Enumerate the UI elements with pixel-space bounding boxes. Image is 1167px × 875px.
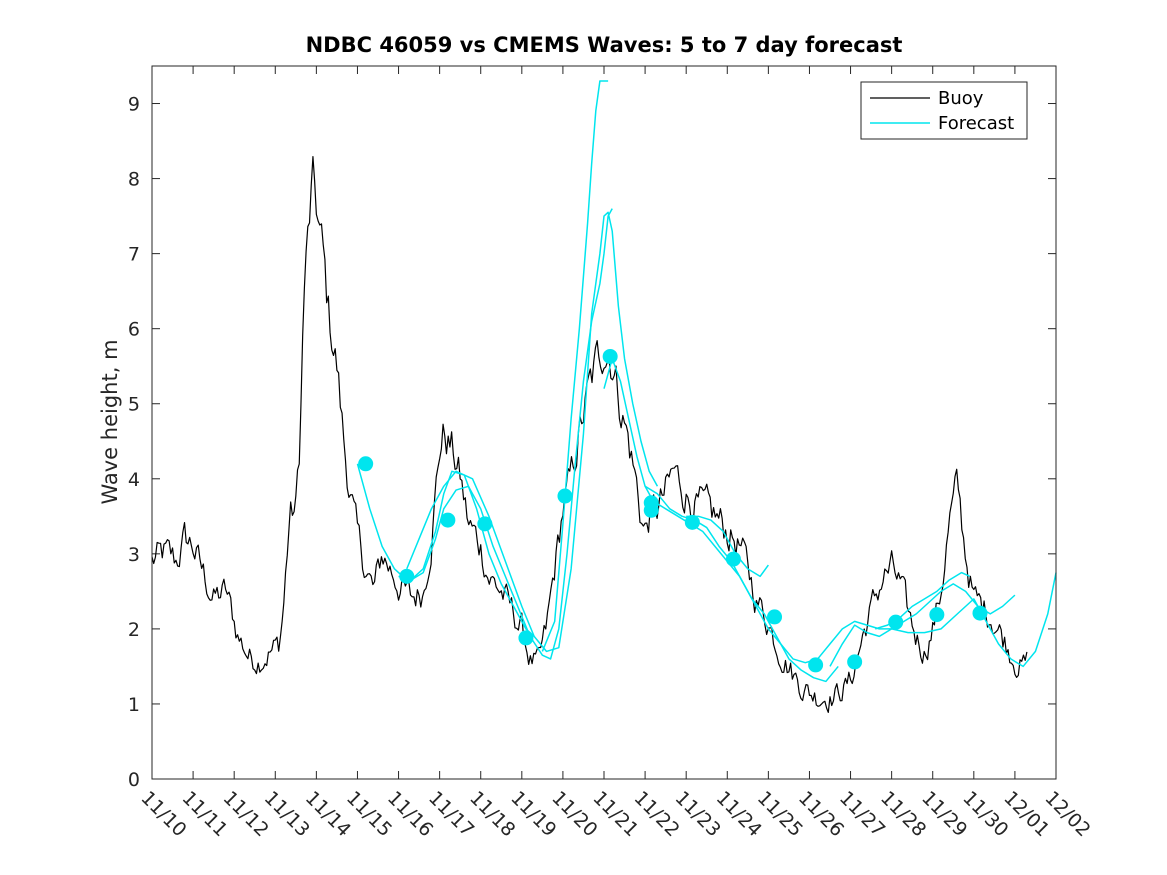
forecast-series-line — [686, 515, 769, 578]
forecast-marker — [440, 512, 456, 528]
forecast-marker — [557, 488, 573, 504]
forecast-marker — [643, 502, 659, 518]
legend-buoy-label: Buoy — [938, 88, 984, 109]
legend-box — [860, 81, 1028, 140]
forecast-series-line — [541, 80, 609, 652]
y-tick-label: 2 — [128, 619, 140, 641]
y-tick-label: 8 — [128, 169, 140, 191]
forecast-marker — [518, 630, 534, 646]
forecast-series-line — [406, 211, 659, 653]
y-tick-label: 3 — [128, 544, 140, 566]
forecast-marker — [972, 605, 988, 621]
y-tick-label: 0 — [128, 769, 140, 791]
plot-area — [152, 66, 1056, 779]
forecast-marker — [399, 568, 415, 584]
forecast-series-line — [356, 463, 535, 637]
legend-forecast-label: Forecast — [938, 113, 1014, 134]
y-axis-label: Wave height, m — [98, 339, 122, 504]
forecast-marker — [602, 348, 618, 364]
buoy-series-line — [151, 156, 1028, 714]
y-tick-label: 5 — [128, 394, 140, 416]
plot-frame — [151, 65, 1057, 780]
forecast-marker — [847, 654, 863, 670]
legend: Buoy Forecast — [860, 81, 1028, 140]
y-tick-label: 4 — [128, 469, 140, 491]
forecast-series-line — [603, 357, 839, 683]
forecast-marker — [684, 514, 700, 530]
forecast-marker — [767, 609, 783, 625]
y-tick-label: 1 — [128, 694, 140, 716]
y-tick-label: 6 — [128, 319, 140, 341]
y-tick-label: 9 — [128, 94, 140, 116]
forecast-series-line — [644, 485, 1057, 668]
forecast-marker — [358, 456, 374, 472]
chart-title: NDBC 46059 vs CMEMS Waves: 5 to 7 day fo… — [306, 33, 903, 57]
forecast-marker — [929, 607, 945, 623]
y-tick-label: 7 — [128, 244, 140, 266]
forecast-marker — [477, 516, 493, 532]
forecast-marker — [808, 657, 824, 673]
forecast-marker — [725, 551, 741, 567]
forecast-marker — [888, 614, 904, 630]
series-layer — [151, 80, 1057, 714]
